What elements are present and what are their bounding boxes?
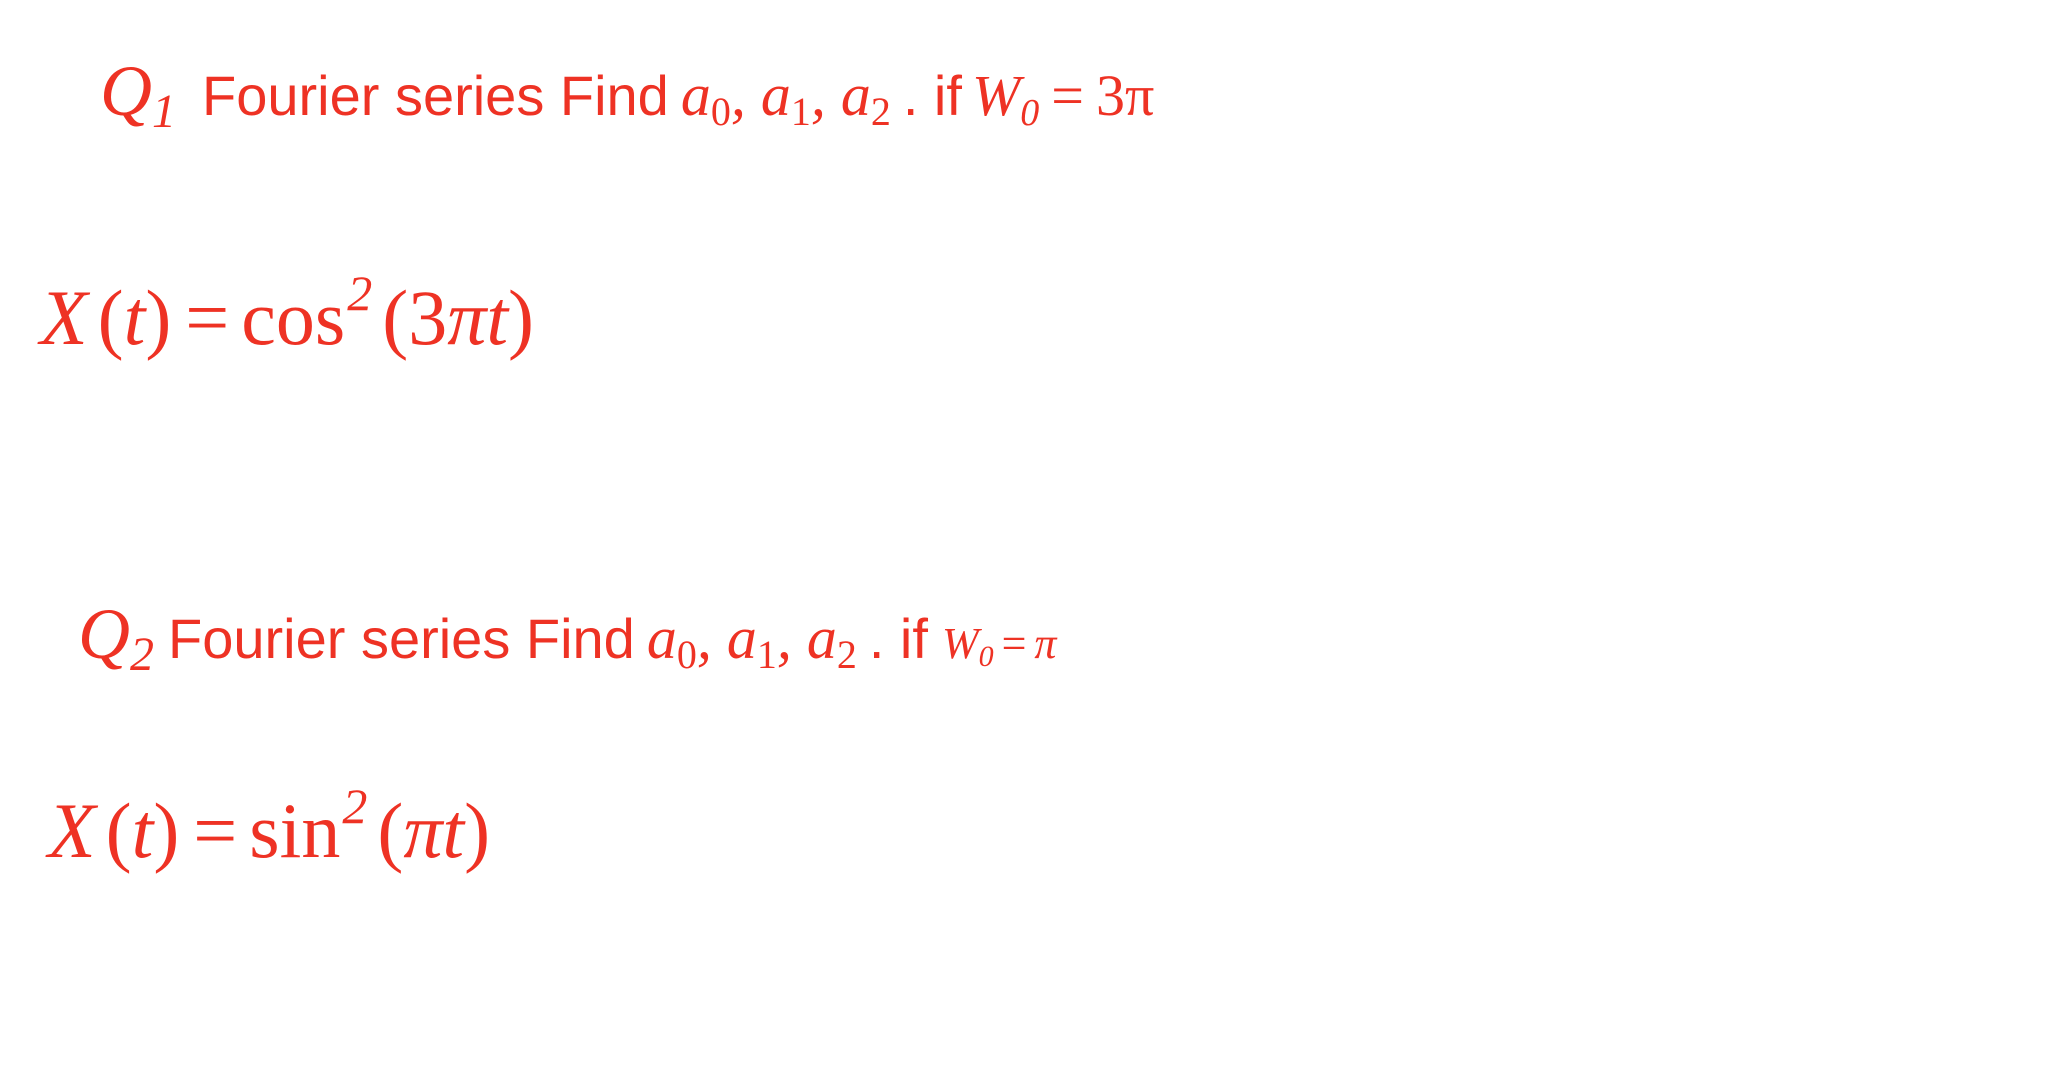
q1-instruction: Fourier series Find: [202, 63, 669, 128]
q2-dot-if: . if: [869, 606, 928, 671]
q1-heading-line: Q1 Fourier series Find a0, a1, a2 . if W…: [100, 50, 2028, 133]
q2-equation: X (t) = sin2 (πt): [48, 786, 2028, 876]
q2-heading-line: Q2 Fourier series Find a0, a1, a2 . if W…: [78, 593, 2028, 676]
q1-dot-if: . if: [903, 63, 962, 128]
q2-w-expr: W0=π: [942, 618, 1057, 669]
document-content: Q1 Fourier series Find a0, a1, a2 . if W…: [0, 0, 2048, 916]
q1-equation: X (t) = cos2 (3πt): [40, 273, 2028, 363]
q1-coeffs: a0, a1, a2: [681, 61, 891, 130]
q1-w-expr: W0=3π: [972, 62, 1154, 129]
q2-coeffs: a0, a1, a2: [647, 604, 857, 673]
q1-label: Q1: [100, 50, 176, 133]
q2-instruction: Fourier series Find: [168, 606, 635, 671]
q2-label: Q2: [78, 593, 154, 676]
